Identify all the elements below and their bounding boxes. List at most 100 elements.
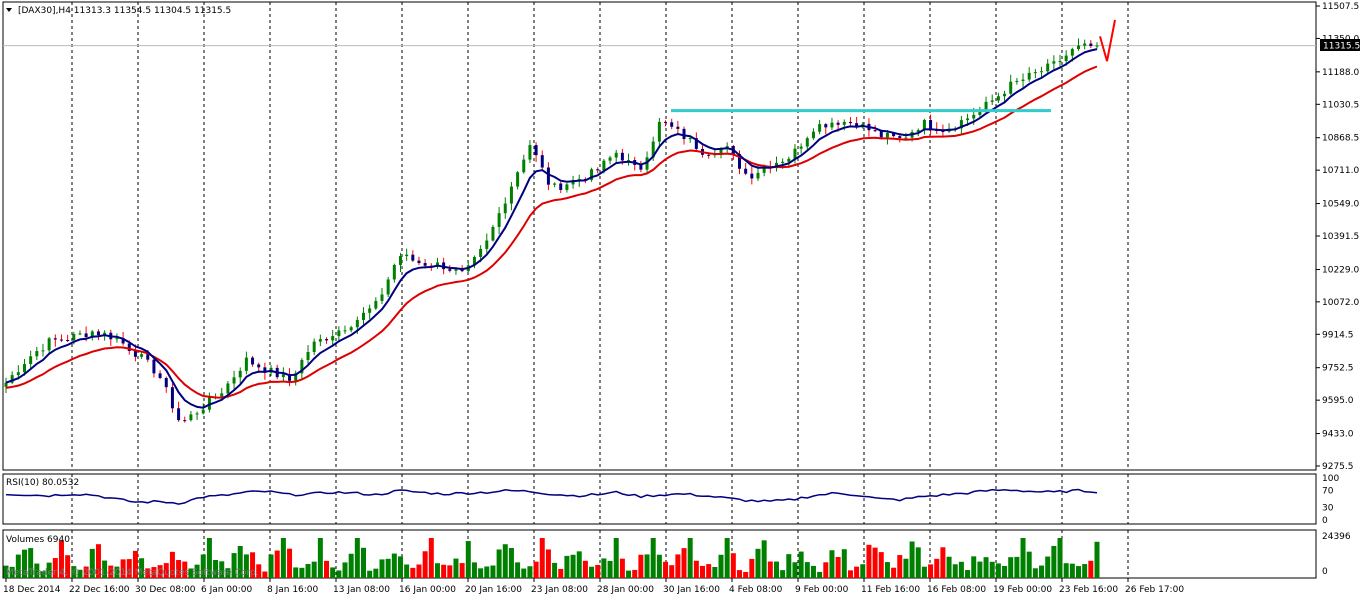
candle-body [479,248,483,258]
main-grid [2,1,1317,578]
candle-body [719,148,723,155]
candle-body [423,263,427,266]
volume-bar [915,547,921,578]
time-tick-label: 19 Feb 00:00 [993,585,1052,595]
candle-body [374,300,378,309]
candle-body [842,121,846,125]
candle-body [392,264,396,280]
candle-body [1040,71,1044,73]
candle-body [380,294,384,301]
volume-bar [89,548,95,578]
volume-bar [656,554,662,578]
volume-bar [354,538,360,578]
volume-bar [1063,563,1069,578]
price-tick-label: 10711.0 [1322,166,1359,176]
candle-body [657,121,661,142]
candle-body [59,339,63,341]
candle-body [10,375,14,383]
candle-body [503,203,507,214]
time-tick-label: 26 Feb 17:00 [1125,585,1184,595]
volume-bar [330,567,336,578]
candle-body [516,172,520,187]
volume-bar [700,565,706,578]
volume-bar [576,551,582,578]
candle-body [620,152,624,161]
volume-bar [749,558,755,578]
fast-moving-average-line [5,48,1098,409]
candle-body [879,131,883,138]
candle-body [238,370,242,378]
volume-bar [95,544,101,578]
candle-body [707,154,711,156]
candle-body [257,364,261,368]
volume-bar [58,540,64,578]
volume-bar [324,560,330,578]
volume-bar [206,538,212,578]
volume-bar [755,548,761,578]
price-tick-label: 9433.0 [1322,430,1354,440]
candle-body [639,164,643,170]
volume-bar [182,561,188,578]
volume-bar [730,553,736,578]
volume-bar [1026,551,1032,578]
volume-bar [527,566,533,578]
volume-bar [404,564,410,578]
volume-bar [478,568,484,578]
volume-bar [250,552,256,578]
candle-body [916,130,920,133]
volume-bar [977,561,983,578]
candle-body [78,333,82,335]
volume-bar [952,564,958,578]
time-tick-label: 8 Jan 16:00 [267,585,319,595]
volume-bar [835,557,841,578]
volume-bar [897,555,903,578]
volume-bar [188,568,194,578]
main-panel-frame [2,1,1317,471]
volume-bar [1051,545,1057,578]
volume-bar [921,566,927,578]
volume-bar [903,558,909,578]
candle-body [1015,80,1019,82]
candle-body [590,169,594,180]
volume-bar [780,570,786,578]
candle-body [565,184,569,190]
volume-bar [626,570,632,578]
volume-bar [613,538,619,578]
candle-body [300,360,304,374]
candle-body [1021,79,1025,81]
candle-body [1070,49,1074,56]
current-price-label: 11315.5 [1323,42,1360,52]
candle-body [756,172,760,179]
volume-bar [589,566,595,578]
header-dropdown-icon[interactable] [6,8,12,12]
rsi-panel-frame [2,473,1317,525]
volume-bar [428,538,434,578]
volume-bar [558,568,564,578]
volume-bar [552,562,558,578]
volume-bar [743,571,749,578]
volume-bar [817,571,823,578]
candle-body [608,157,612,161]
volume-bar [1032,568,1038,578]
volume-bar [336,570,342,578]
candle-body [1058,61,1062,63]
candle-body [984,101,988,110]
candle-body [146,354,150,360]
volume-bar [798,551,804,578]
volume-bar [40,571,46,578]
time-tick-label: 30 Jan 16:00 [663,585,720,595]
volume-bar [1057,538,1063,578]
volume-bar [373,568,379,578]
volume-bar [1008,557,1014,578]
candle-body [460,269,464,272]
volume-bar [169,551,175,578]
volume-bar [829,550,835,578]
candle-body [368,308,372,313]
candle-body [602,160,606,171]
candle-body [454,269,458,271]
price-tick-label: 10229.0 [1322,265,1359,275]
time-axis: 18 Dec 2014 22 Dec 16:00 30 Dec 08:00 6 Jan… [3,578,1184,595]
volume-bar [132,550,138,578]
volume-bar [410,567,416,578]
